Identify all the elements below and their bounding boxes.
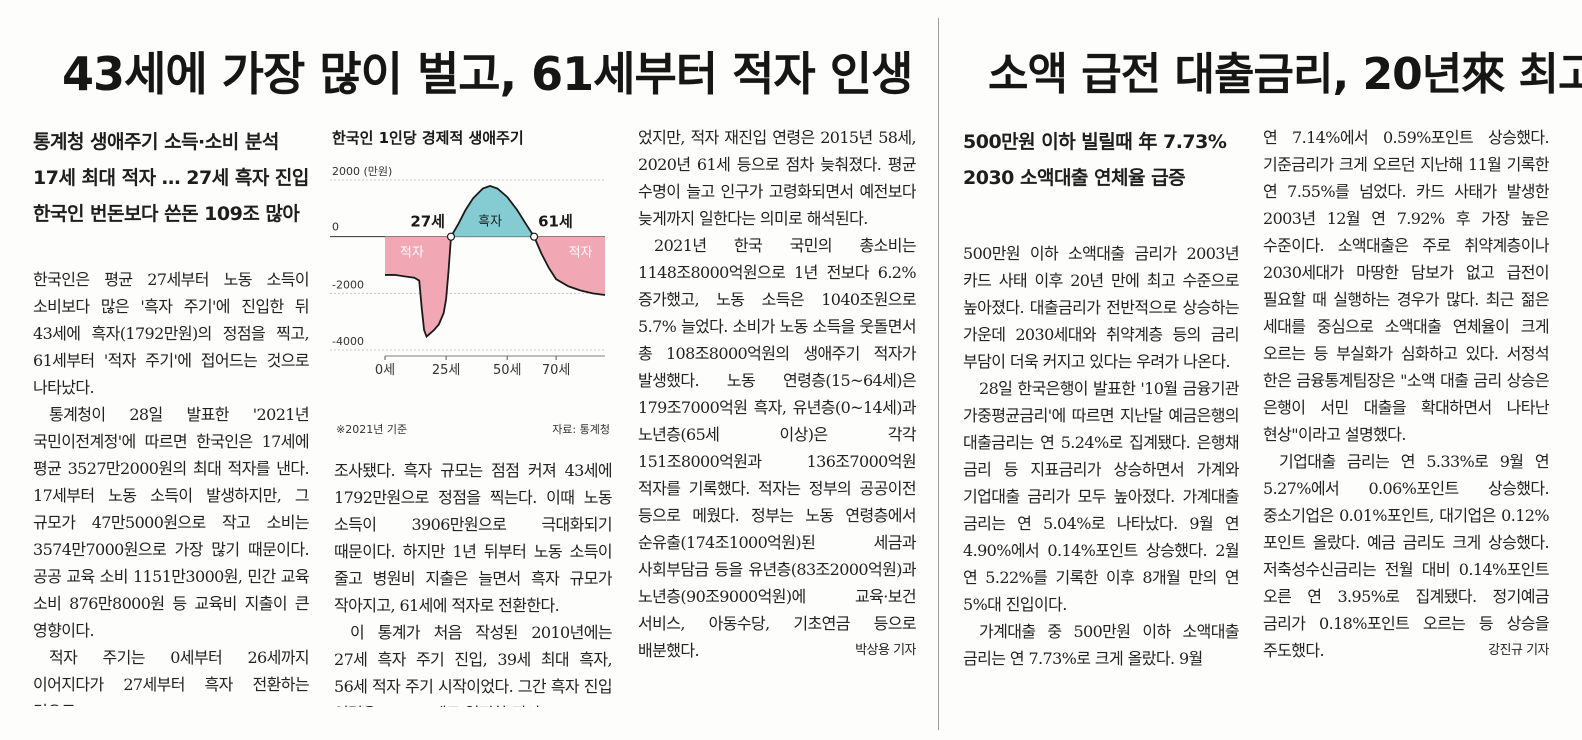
deficit-area (385, 236, 605, 337)
paragraph: 통계청이 28일 발표한 '2021년 국민이전계정'에 따르면 한국인은 17… (33, 405, 309, 640)
y-tick-label: 0 (332, 221, 339, 234)
right-article-column-1: 500만원 이하 소액대출 금리가 2003년 카드 사태 이후 20년 만에 … (963, 240, 1239, 710)
x-tick-label: 50세 (493, 363, 522, 378)
deficit-label-old: 적자 (569, 246, 593, 261)
left-subheads: 통계청 생애주기 소득·소비 분석 17세 최대 적자 … 27세 흑자 진입 … (33, 124, 333, 232)
left-article-column-3: 었지만, 적자 재진입 연령은 2015년 58세, 2020년 61세 등으로… (638, 124, 916, 710)
right-subheads: 500만원 이하 빌릴때 年 7.73% 2030 소액대출 연체율 급증 (963, 124, 1243, 196)
paragraph: 500만원 이하 소액대출 금리가 2003년 카드 사태 이후 20년 만에 … (963, 244, 1239, 371)
crossover-point (530, 232, 539, 241)
subhead: 한국인 번돈보다 쓴돈 109조 많아 (33, 203, 300, 225)
chart-source: 자료: 통계청 (552, 423, 610, 436)
right-article-column-2: 연 7.14%에서 0.59%포인트 상승했다. 기준금리가 크게 오르던 지난… (1263, 124, 1549, 710)
annotation-61: 61세 (538, 213, 573, 231)
byline: 강진규 기자 (1488, 643, 1549, 658)
paragraph: 기업대출 금리는 연 5.33%로 9월 연 5.27%에서 0.06%포인트 … (1263, 452, 1549, 660)
subhead: 17세 최대 적자 … 27세 흑자 진입 (33, 167, 309, 189)
annotation-27: 27세 (410, 213, 445, 231)
paragraph: 가계대출 중 500만원 이하 소액대출 금리는 연 7.73%로 크게 올랐다… (963, 622, 1239, 668)
x-tick-label: 0세 (375, 363, 395, 378)
series-line (385, 184, 606, 339)
surplus-label: 흑자 (478, 215, 502, 230)
subhead: 500만원 이하 빌릴때 年 7.73% (963, 131, 1227, 153)
paragraph: 2021년 한국 국민의 총소비는 1148조8000억원으로 1년 전보다 6… (638, 236, 916, 660)
x-tick-label: 70세 (542, 363, 571, 378)
surplus-area (385, 185, 605, 237)
chart-title: 한국인 1인당 경제적 생애주기 (332, 129, 524, 147)
left-headline: 43세에 가장 많이 벌고, 61세부터 적자 인생 (62, 47, 913, 101)
subhead: 통계청 생애주기 소득·소비 분석 (33, 131, 279, 153)
chart-note: ※2021년 기준 (336, 423, 407, 436)
paragraph: 한국인은 평균 27세부터 노동 소득이 소비보다 많은 '흑자 주기'에 진입… (33, 270, 309, 397)
paragraph: 연 7.14%에서 0.59%포인트 상승했다. 기준금리가 크게 오르던 지난… (1263, 128, 1549, 444)
y-tick-label: 2000 (만원) (332, 165, 392, 178)
paragraph: 이 통계가 처음 작성된 2010년에는 27세 흑자 주기 진입, 39세 최… (334, 623, 612, 707)
chart-canvas: 한국인 1인당 경제적 생애주기 2000 (만원) 0 -2000 -4000 0세… (330, 129, 610, 436)
subhead: 2030 소액대출 연체율 급증 (963, 167, 1186, 189)
y-tick-label: -2000 (332, 278, 364, 291)
x-tick-label: 25세 (432, 363, 461, 378)
deficit-label-young: 적자 (400, 246, 424, 261)
paragraph: 적자 주기는 0세부터 26세까지 이어지다가 27세부터 흑자 전환하는 것으… (33, 648, 309, 706)
column-divider (938, 18, 939, 730)
paragraph: 28일 한국은행이 발표한 '10월 금융기관 가중평균금리'에 따르면 지난달… (963, 379, 1239, 614)
crossover-point (446, 232, 456, 241)
y-tick-label: -4000 (332, 335, 364, 348)
life-cycle-chart: 한국인 1인당 경제적 생애주기 2000 (만원) 0 -2000 -4000 0세… (330, 125, 615, 445)
paragraph: 조사됐다. 흑자 규모는 점점 커져 43세에 1792만원으로 정점을 찍는다… (334, 461, 612, 615)
byline: 박상용 기자 (855, 643, 916, 658)
left-article-column-2: 조사됐다. 흑자 규모는 점점 커져 43세에 1792만원으로 정점을 찍는다… (334, 457, 612, 707)
left-article-column-1: 한국인은 평균 27세부터 노동 소득이 소비보다 많은 '흑자 주기'에 진입… (33, 266, 309, 706)
right-headline: 소액 급전 대출금리, 20년來 최고 (988, 49, 1582, 100)
paragraph: 었지만, 적자 재진입 연령은 2015년 58세, 2020년 61세 등으로… (638, 128, 916, 228)
